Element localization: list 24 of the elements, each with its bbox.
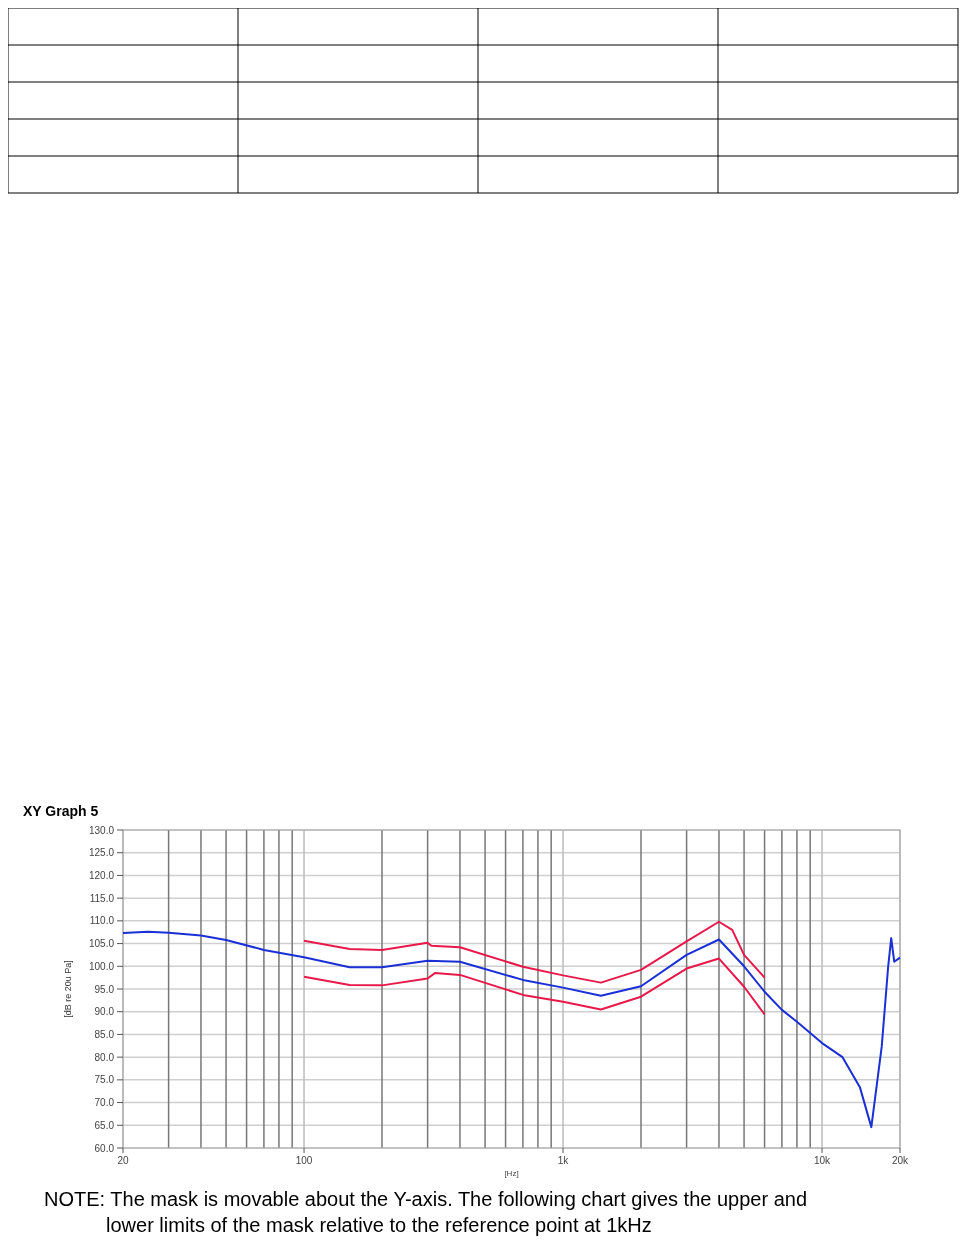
y-tick-label: 130.0 (88, 824, 115, 836)
x-tick-label: 10k (813, 1155, 832, 1166)
text: NOTE: The mask is movable about the Y-axis. The following chart gives the upper and lower limits of the mask relative to the reference point at 1kHz (44, 1188, 808, 1236)
x-axis-title: [Hz] (504, 1169, 519, 1178)
y-tick-label: 105.0 (88, 938, 115, 950)
y-tick-label: 60.0 (94, 1142, 115, 1154)
x-tick-label: 20k (891, 1155, 910, 1166)
y-tick-label: 95.0 (94, 983, 115, 995)
y-tick-label: 65.0 (94, 1119, 115, 1131)
y-tick-label: 120.0 (88, 869, 115, 881)
x-tick-label: 100 (295, 1155, 313, 1166)
y-tick-label: 110.0 (89, 915, 115, 927)
y-tick-label: 90.0 (94, 1006, 115, 1018)
y-tick-label: 75.0 (94, 1074, 115, 1086)
y-axis-title: [dB re 20u Pa] (63, 960, 73, 1018)
y-tick-label: 100.0 (88, 960, 115, 972)
y-tick-label: 85.0 (94, 1028, 115, 1040)
y-tick-label: 115.0 (89, 892, 115, 904)
y-tick-label: 125.0 (88, 847, 115, 859)
y-tick-label: 70.0 (94, 1097, 115, 1109)
chart-title: XY Graph 5 (23, 803, 99, 819)
y-tick-label: 80.0 (94, 1051, 115, 1063)
x-tick-label: 1k (557, 1155, 570, 1166)
x-tick-label: 20 (117, 1155, 129, 1166)
